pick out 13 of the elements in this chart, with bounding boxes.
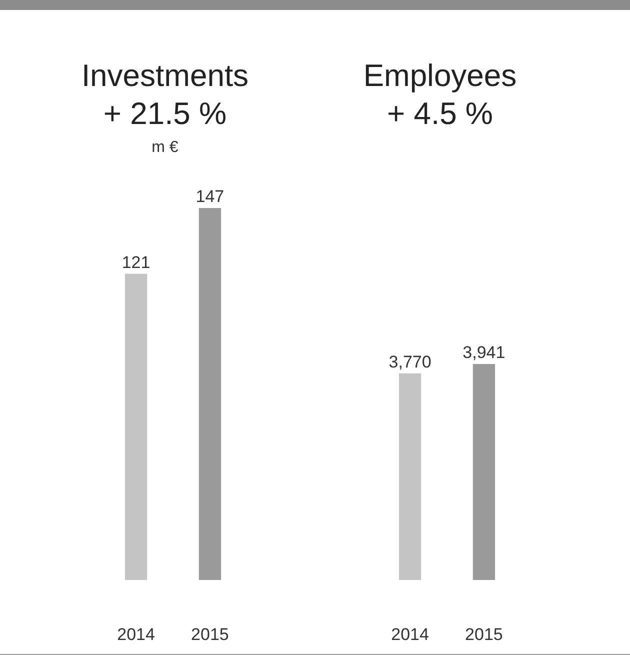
x-tick-label: 2014	[391, 625, 429, 644]
chart-subtitle: + 4.5 %	[387, 96, 493, 131]
x-tick-label: 2014	[117, 625, 155, 644]
x-tick-label: 2015	[191, 625, 229, 644]
chart-title: Investments	[81, 58, 249, 93]
y-axis-title: m €	[152, 139, 178, 156]
x-tick-label: 2015	[465, 625, 503, 644]
data-label: 147	[196, 187, 224, 206]
data-label: 3,770	[388, 352, 432, 372]
data-label: 121	[122, 252, 150, 272]
chart-title: Employees	[363, 58, 517, 93]
data-label: 3,941	[462, 343, 506, 362]
chart-subtitle: + 21.5 %	[103, 96, 227, 131]
